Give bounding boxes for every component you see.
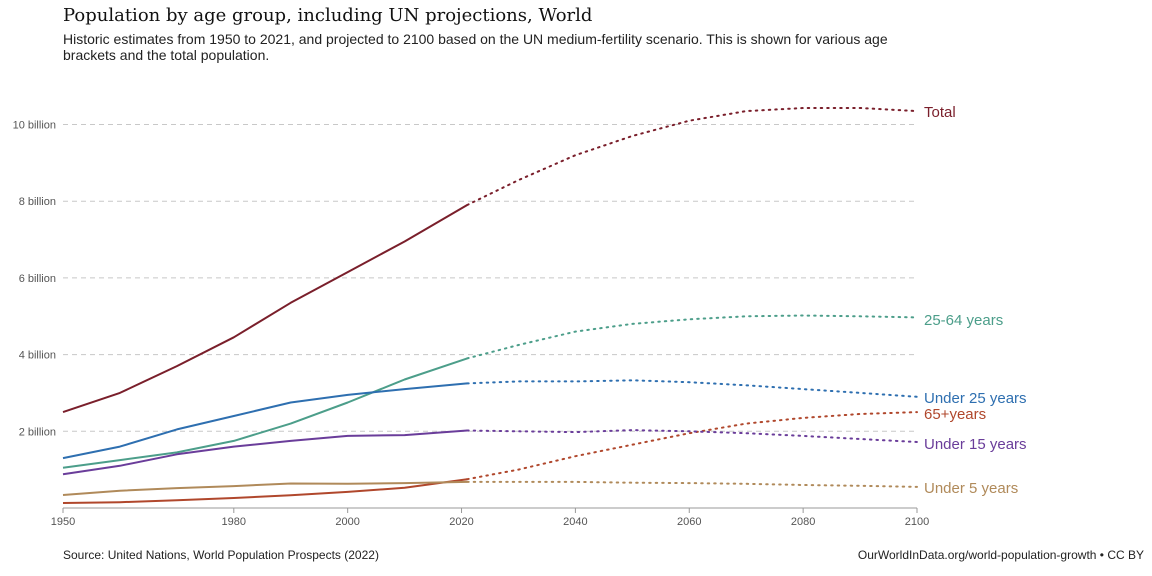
series-line-total-projection xyxy=(466,107,918,206)
x-tick-label: 1980 xyxy=(222,516,246,528)
series-line-under-5-years-historic xyxy=(62,480,468,496)
y-tick-label: 2 billion xyxy=(19,426,56,438)
credit-link[interactable]: OurWorldInData.org/world-population-grow… xyxy=(857,548,1144,562)
series-label-under-5-years: Under 5 years xyxy=(924,480,1018,497)
chart-subtitle: Historic estimates from 1950 to 2021, an… xyxy=(63,31,888,63)
chart-title: Population by age group, including UN pr… xyxy=(63,5,593,26)
source-note: Source: United Nations, World Population… xyxy=(63,548,379,562)
series-line-25-64-years-historic xyxy=(62,357,468,469)
series-label-65-years: 65+years xyxy=(924,406,986,423)
series-line-under-15-years-historic xyxy=(62,429,468,476)
y-tick-label: 4 billion xyxy=(19,350,56,362)
series-line-under-5-years-projection xyxy=(466,480,918,488)
x-tick-label: 2100 xyxy=(905,516,929,528)
series-line-total-historic xyxy=(62,204,468,414)
x-tick-label: 2060 xyxy=(677,516,701,528)
y-tick-label: 8 billion xyxy=(19,196,56,208)
series-label-under-25-years: Under 25 years xyxy=(924,390,1027,407)
x-tick-label: 1950 xyxy=(51,516,75,528)
y-tick-label: 6 billion xyxy=(19,273,56,285)
series-line-25-64-years-projection xyxy=(466,314,918,360)
series-label-25-64-years: 25-64 years xyxy=(924,312,1003,329)
x-tick-label: 2020 xyxy=(449,516,473,528)
series-line-under-25-years-projection xyxy=(466,379,918,398)
series-line-under-25-years-historic xyxy=(62,382,468,460)
series-label-under-15-years: Under 15 years xyxy=(924,436,1027,453)
series-line-65-years-historic xyxy=(62,478,468,504)
x-tick-label: 2080 xyxy=(791,516,815,528)
y-tick-label: 10 billion xyxy=(13,120,56,132)
series-label-total: Total xyxy=(924,104,956,121)
series-line-under-15-years-projection xyxy=(466,429,918,443)
x-tick-label: 2040 xyxy=(563,516,587,528)
x-tick-label: 2000 xyxy=(335,516,359,528)
series-line-65-years-projection xyxy=(466,411,918,481)
